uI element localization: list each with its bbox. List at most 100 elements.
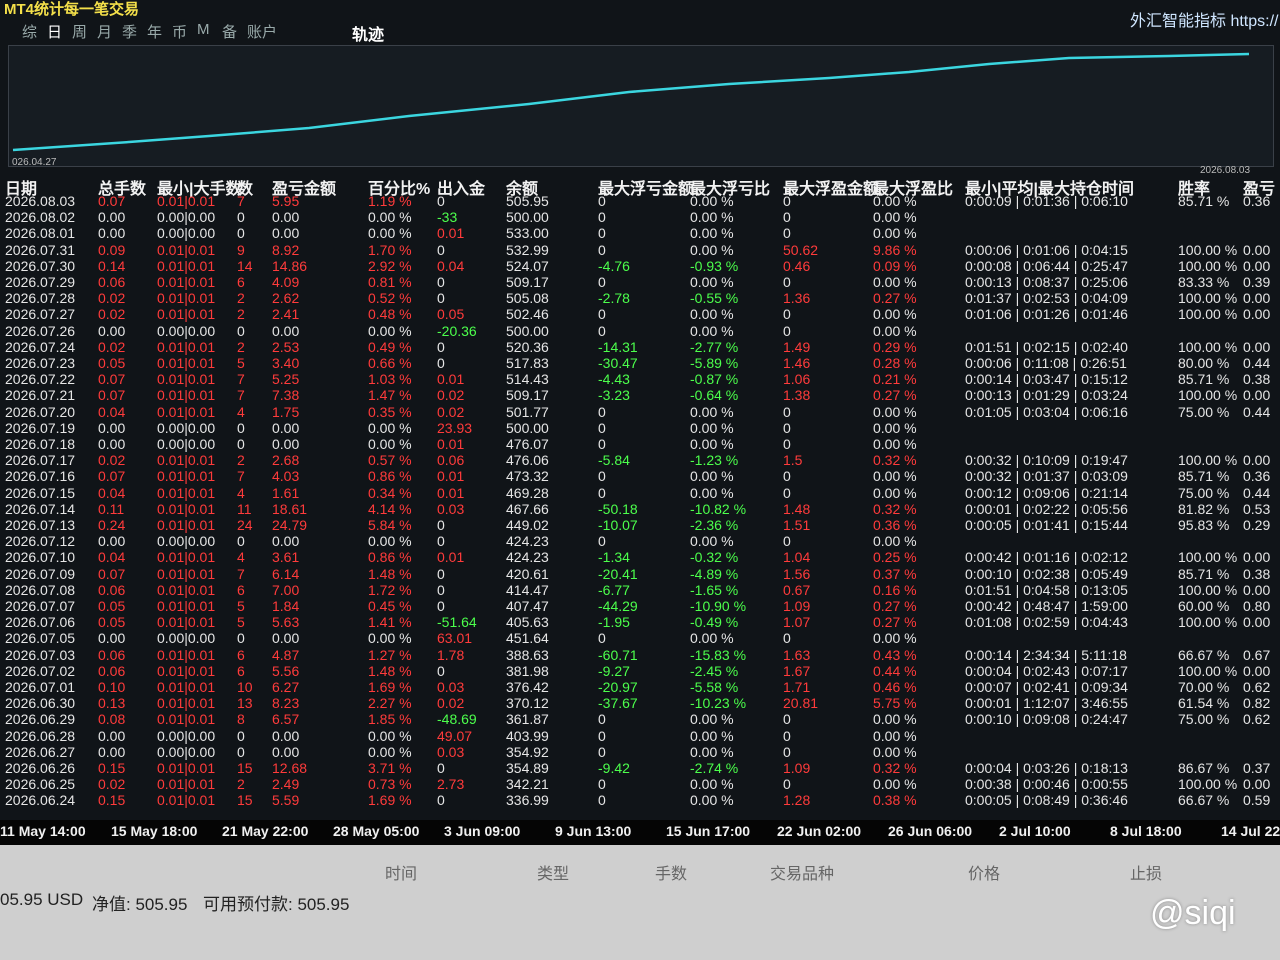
cell: 5.25 xyxy=(272,371,300,388)
cell: 1.38 xyxy=(783,387,811,404)
cell: 0 xyxy=(598,322,606,339)
cell: 0.00 xyxy=(98,225,126,242)
cell: 0.62 xyxy=(1243,679,1271,695)
cell: 354.89 xyxy=(506,760,549,776)
tab[interactable]: 年 xyxy=(147,24,163,41)
cell: 0.06 xyxy=(98,646,126,663)
cell: 0.00 % xyxy=(873,533,917,550)
cell: -0.93 % xyxy=(690,257,739,274)
cell: 0.00 xyxy=(1243,776,1271,793)
cell: 100.00 % xyxy=(1178,581,1238,598)
cell: 0 xyxy=(783,274,791,290)
cell: 0 xyxy=(783,630,791,647)
cell: 2026.06.26 xyxy=(5,760,76,776)
cell: 14 xyxy=(237,257,253,274)
column-header: 余额 xyxy=(506,181,539,198)
cell: 6 xyxy=(237,274,245,290)
cell: 0:01:37 | 0:02:53 | 0:04:09 xyxy=(965,290,1128,307)
time-tick: 21 May 22:00 xyxy=(222,823,309,839)
cell: 0 xyxy=(598,792,606,809)
cell: 0:00:07 | 0:02:41 | 0:09:34 xyxy=(965,679,1128,695)
cell: 0.00 xyxy=(1243,549,1271,566)
tab[interactable]: 备 xyxy=(222,24,238,41)
cell: 5.56 xyxy=(272,662,300,679)
cell: 0 xyxy=(237,727,245,744)
cell: 0.00 % xyxy=(690,630,734,647)
cell: 0.62 xyxy=(1243,711,1271,728)
cell: 13 xyxy=(237,695,253,712)
cell: 0.01 xyxy=(437,484,465,501)
cell: 1.06 xyxy=(783,371,811,388)
tab[interactable]: 季 xyxy=(122,24,138,41)
cell: 6.57 xyxy=(272,711,300,728)
order-column[interactable]: 止损 xyxy=(1130,866,1163,883)
cell: 2 xyxy=(237,338,245,355)
cell: 0 xyxy=(783,776,791,793)
order-column[interactable]: 类型 xyxy=(537,866,570,883)
cell: 0.38 xyxy=(1243,565,1271,582)
order-column[interactable]: 价格 xyxy=(968,866,1001,883)
cell: -4.76 xyxy=(598,257,630,274)
cell: 0.28 % xyxy=(873,355,917,371)
cell: 0.00 xyxy=(272,630,300,647)
cell: 2026.06.30 xyxy=(5,695,76,712)
cell: 376.42 xyxy=(506,679,549,695)
cell: 0.00|0.00 xyxy=(157,322,216,339)
column-header: 盈亏金额 xyxy=(272,181,337,198)
cell: -0.87 % xyxy=(690,371,739,388)
cell: 0.00 xyxy=(98,419,126,436)
tab[interactable]: 月 xyxy=(97,24,113,41)
cell: -0.64 % xyxy=(690,387,739,404)
tab[interactable]: 日 xyxy=(47,24,63,41)
cell: 3.71 % xyxy=(368,760,412,776)
tab[interactable]: 周 xyxy=(72,24,88,41)
cell: 0.00 % xyxy=(873,436,917,452)
order-column[interactable]: 手数 xyxy=(655,866,688,883)
tab[interactable]: 综 xyxy=(22,24,38,41)
cell: 1.78 xyxy=(437,646,465,663)
cell: 0.34 % xyxy=(368,484,412,501)
cell: 420.61 xyxy=(506,565,549,582)
cell: 0:00:06 | 0:11:08 | 0:26:51 xyxy=(965,355,1127,371)
time-tick: 2 Jul 10:00 xyxy=(999,823,1071,839)
cell: 0 xyxy=(783,743,791,760)
cell: 0.57 % xyxy=(368,452,412,469)
cell: 2026.07.31 xyxy=(5,241,76,258)
cell: 0 xyxy=(237,630,245,647)
cell: 473.32 xyxy=(506,468,549,485)
cell: 1.27 % xyxy=(368,646,412,663)
cell: 0 xyxy=(437,662,445,679)
time-tick: 11 May 14:00 xyxy=(0,823,86,839)
track-tab[interactable]: 轨迹 xyxy=(352,27,385,44)
cell: 0.32 % xyxy=(873,500,917,517)
cell: 23.93 xyxy=(437,419,473,436)
cell: 0 xyxy=(437,792,445,809)
cell: -0.55 % xyxy=(690,290,739,307)
cell: 424.23 xyxy=(506,549,549,566)
cell: 6 xyxy=(237,581,245,598)
cell: -9.27 xyxy=(598,662,630,679)
tab[interactable]: 币 xyxy=(172,24,188,41)
cell: 2 xyxy=(237,452,245,469)
cell: 6.27 xyxy=(272,679,300,695)
cell: 85.71 % xyxy=(1178,565,1230,582)
cell: 0.00 % xyxy=(690,274,734,290)
tab[interactable]: 账户 xyxy=(247,24,278,41)
cell: 2026.07.14 xyxy=(5,500,76,517)
cell: 0.52 % xyxy=(368,290,412,307)
cell: 12.68 xyxy=(272,760,308,776)
cell: 66.67 % xyxy=(1178,646,1230,663)
cell: 2026.07.18 xyxy=(5,436,76,452)
cell: 2026.07.08 xyxy=(5,581,76,598)
tab[interactable]: M xyxy=(197,21,210,38)
cell: 0.00 % xyxy=(368,727,412,744)
cell: 2.68 xyxy=(272,452,300,469)
order-column[interactable]: 时间 xyxy=(385,866,418,883)
cell: 0.06 xyxy=(98,662,126,679)
cell: 0.53 xyxy=(1243,500,1271,517)
cell: 2026.07.30 xyxy=(5,257,76,274)
cell: 3.40 xyxy=(272,355,300,371)
cell: 0.02 xyxy=(98,290,126,307)
cell: 0.06 xyxy=(98,274,126,290)
order-column[interactable]: 交易品种 xyxy=(770,866,835,883)
